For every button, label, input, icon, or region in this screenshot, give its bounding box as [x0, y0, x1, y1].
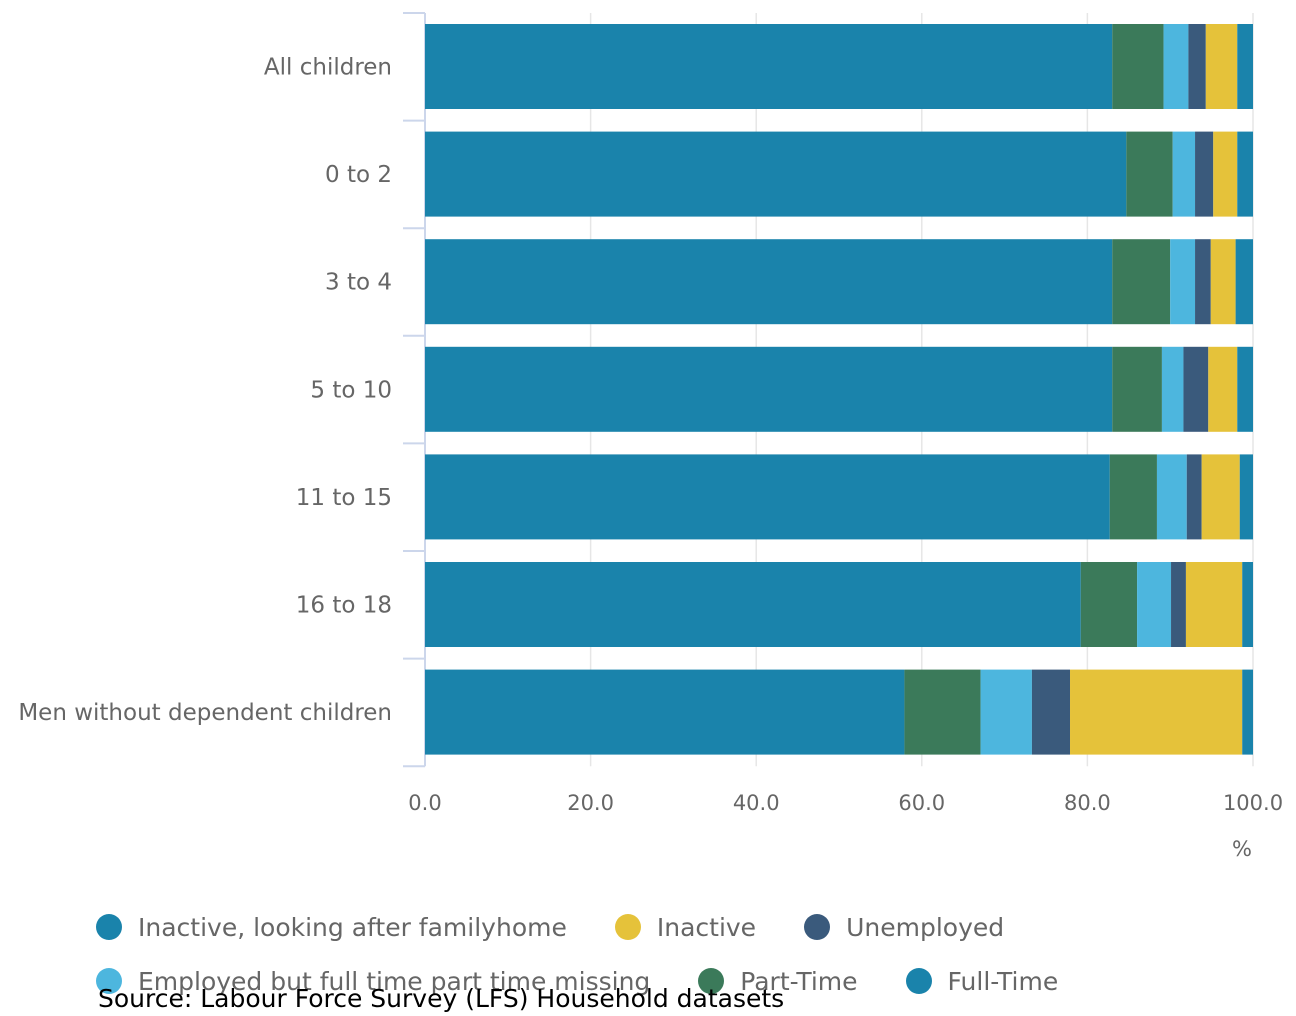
- legend-item-employed-missing[interactable]: Employed but full time part time missing: [96, 967, 650, 996]
- bar-segment[interactable]: [1210, 239, 1236, 325]
- stacked-bar-chart: All children 0 to 2 3 to 4 5 to 10 11 to 15 1…: [18, 12, 1283, 861]
- bar-segment[interactable]: [1183, 346, 1209, 432]
- bar-segment[interactable]: [425, 454, 1110, 540]
- bar-segment[interactable]: [1237, 24, 1253, 109]
- legend-label: Inactive, looking after familyhome: [138, 912, 567, 942]
- legend-swatch-icon: [96, 968, 122, 994]
- bar-segment[interactable]: [1156, 454, 1187, 540]
- legend-item-inactive-looking-after-family[interactable]: Inactive, looking after familyhome: [96, 913, 567, 942]
- category-label: 5 to 10: [310, 377, 392, 403]
- x-tick-label: 60.0: [898, 791, 945, 815]
- bar-segment[interactable]: [1188, 24, 1206, 109]
- legend-swatch-icon: [698, 968, 725, 994]
- bar-segment[interactable]: [1109, 454, 1157, 540]
- bar-segment[interactable]: [1080, 562, 1138, 647]
- bar-segment[interactable]: [1112, 24, 1164, 109]
- bar-segment[interactable]: [1235, 239, 1253, 325]
- legend-row: Employed but full time part time missing…: [96, 954, 1276, 1008]
- category-labels: All children 0 to 2 3 to 4 5 to 10 11 to 15 1…: [18, 55, 392, 727]
- legend-row: Inactive, looking after familyhome Inact…: [96, 900, 1276, 954]
- legend-item-part-time[interactable]: Part-Time: [698, 966, 858, 996]
- bar-segment[interactable]: [425, 131, 1127, 217]
- legend-item-unemployed[interactable]: Unemployed: [804, 913, 1004, 942]
- x-tick-label: 80.0: [1064, 791, 1111, 815]
- bar-segment[interactable]: [1237, 346, 1253, 432]
- bar-segment[interactable]: [1185, 562, 1243, 647]
- bar-segment[interactable]: [1242, 669, 1253, 755]
- category-label: 11 to 15: [296, 485, 392, 511]
- bar-segment[interactable]: [425, 562, 1081, 647]
- legend-label: Employed but full time part time missing: [138, 966, 651, 996]
- category-label: All children: [264, 55, 392, 81]
- bar-segment[interactable]: [1126, 131, 1173, 217]
- category-label: 3 to 4: [325, 270, 392, 296]
- category-label: Men without dependent children: [18, 700, 392, 726]
- bar-segment[interactable]: [1213, 131, 1238, 217]
- bar-segment[interactable]: [1186, 454, 1202, 540]
- bar-segment[interactable]: [1112, 346, 1162, 432]
- bar-segment[interactable]: [1237, 131, 1253, 217]
- x-axis-unit-label: %: [1232, 837, 1252, 861]
- bar-segment[interactable]: [1171, 562, 1186, 647]
- bar-segment[interactable]: [1031, 669, 1071, 755]
- bar-segment[interactable]: [1239, 454, 1253, 540]
- legend-label: Full-Time: [947, 966, 1059, 996]
- category-label: 0 to 2: [325, 162, 392, 188]
- bar-segment[interactable]: [1172, 131, 1196, 217]
- bar-segment[interactable]: [1195, 239, 1211, 325]
- bar-segment[interactable]: [1208, 346, 1238, 432]
- category-label: 16 to 18: [296, 593, 392, 619]
- bar-segment[interactable]: [425, 346, 1113, 432]
- legend-swatch-icon: [96, 914, 122, 940]
- x-tick-label: 20.0: [567, 791, 614, 815]
- legend-item-full-time[interactable]: Full-Time: [905, 966, 1059, 996]
- category-axis: [403, 12, 426, 768]
- x-tick-label: 40.0: [733, 791, 780, 815]
- bar-segment[interactable]: [1195, 131, 1214, 217]
- bar-segment[interactable]: [1201, 454, 1240, 540]
- legend-label: Part-Time: [740, 966, 858, 996]
- legend: Inactive, looking after familyhome Inact…: [96, 900, 1276, 1008]
- bar-segment[interactable]: [425, 24, 1113, 109]
- bar-segment[interactable]: [980, 669, 1032, 755]
- bar-segment[interactable]: [1163, 24, 1189, 109]
- bar-segment[interactable]: [1242, 562, 1253, 647]
- bar-segment[interactable]: [904, 669, 981, 755]
- bar-segment[interactable]: [1112, 239, 1171, 325]
- legend-swatch-icon: [804, 914, 831, 940]
- legend-swatch-icon: [614, 914, 641, 940]
- legend-swatch-icon: [905, 968, 932, 994]
- bar-segment[interactable]: [1070, 669, 1243, 755]
- x-tick-labels: 0.0 20.0 40.0 60.0 80.0 100.0: [408, 791, 1283, 815]
- bar-segment[interactable]: [1161, 346, 1184, 432]
- legend-item-inactive[interactable]: Inactive: [614, 912, 757, 942]
- legend-label: Unemployed: [846, 912, 1005, 942]
- x-tick-label: 100.0: [1223, 791, 1283, 815]
- bar-segment[interactable]: [425, 239, 1113, 325]
- source-note: Source: Labour Force Survey (LFS) Househ…: [98, 984, 785, 1013]
- bars: [425, 24, 1253, 755]
- bar-segment[interactable]: [425, 669, 905, 755]
- bar-segment[interactable]: [1170, 239, 1196, 325]
- bar-segment[interactable]: [1137, 562, 1172, 647]
- bar-segment[interactable]: [1205, 24, 1238, 109]
- x-tick-label: 0.0: [408, 791, 441, 815]
- legend-label: Inactive: [656, 912, 757, 942]
